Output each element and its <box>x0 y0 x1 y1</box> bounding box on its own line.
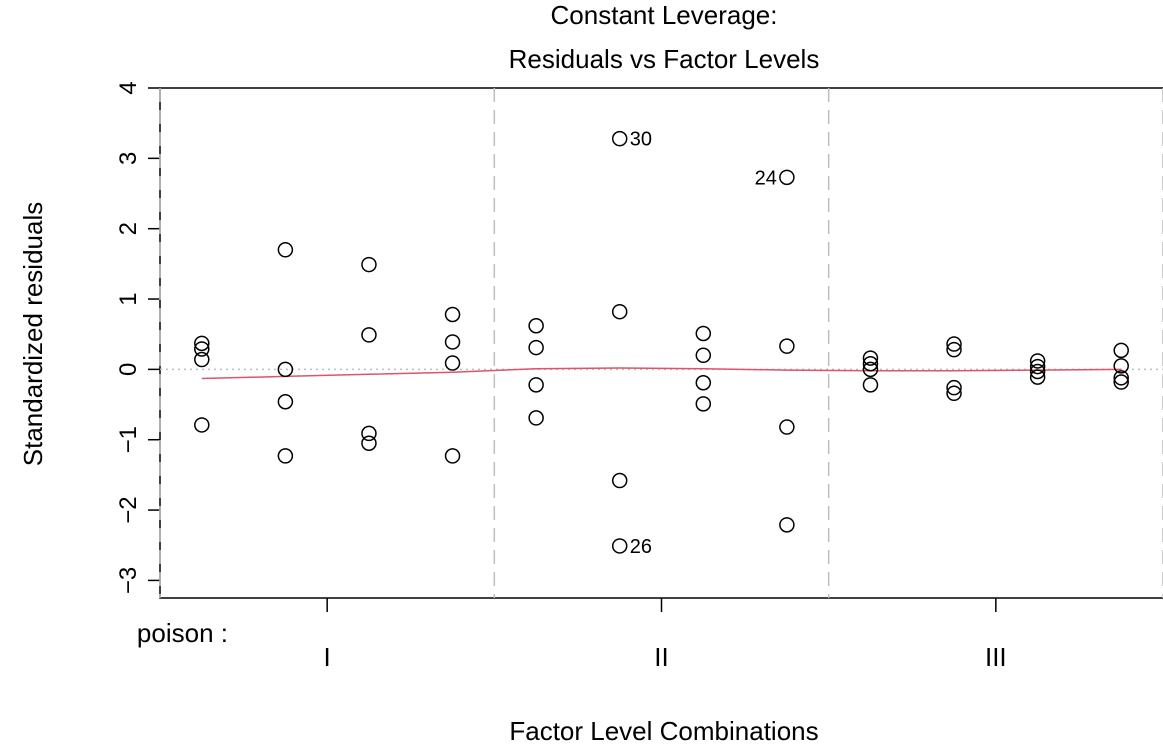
x-group-label: II <box>654 642 668 672</box>
factor-name-label: poison : <box>137 618 228 648</box>
data-point <box>779 338 795 354</box>
data-point <box>779 169 795 186</box>
data-point <box>1029 363 1046 380</box>
data-point <box>194 341 210 357</box>
data-point <box>277 393 294 410</box>
data-point <box>611 472 628 489</box>
data-point <box>695 347 712 364</box>
data-point <box>611 538 628 554</box>
point-label: 24 <box>755 167 777 189</box>
y-axis-label: Standardized residuals <box>18 202 48 467</box>
data-point <box>361 425 377 442</box>
data-point <box>695 325 712 342</box>
data-point <box>862 361 879 378</box>
data-point <box>444 334 461 350</box>
point-label: 30 <box>630 129 652 151</box>
data-point <box>779 419 795 435</box>
data-point <box>444 306 461 323</box>
data-point <box>779 517 795 533</box>
data-point <box>528 339 544 356</box>
chart-title-line-1: Constant Leverage: <box>551 0 778 30</box>
data-point <box>1113 374 1129 390</box>
data-point <box>194 351 210 368</box>
data-point <box>695 374 712 391</box>
y-tick-label: −3 <box>115 567 142 594</box>
data-point <box>277 361 294 378</box>
data-point <box>528 318 544 334</box>
y-tick-label: 4 <box>115 81 142 94</box>
chart-title-line-2: Residuals vs Factor Levels <box>509 44 820 74</box>
data-point <box>444 355 461 371</box>
data-point <box>1029 369 1046 385</box>
data-point <box>194 335 210 352</box>
data-point <box>194 417 210 433</box>
data-point <box>528 410 544 426</box>
data-point <box>862 350 879 366</box>
y-tick-label: −2 <box>115 496 142 523</box>
data-point <box>277 448 294 464</box>
point-label: 26 <box>630 536 652 558</box>
data-point <box>361 327 377 343</box>
y-tick-label: 3 <box>115 152 142 165</box>
data-point <box>946 379 962 396</box>
data-point <box>528 377 544 393</box>
smooth-trend-line <box>201 367 1122 380</box>
data-point <box>1029 358 1046 375</box>
y-tick-label: 0 <box>115 363 142 376</box>
data-point <box>862 356 879 372</box>
data-point <box>946 336 962 352</box>
data-point <box>611 130 628 147</box>
x-axis-label: Factor Level Combinations <box>509 716 818 746</box>
x-group-label: III <box>985 642 1007 672</box>
data-point <box>611 303 628 320</box>
data-point <box>946 385 962 402</box>
data-point <box>1029 353 1046 369</box>
y-tick-label: 2 <box>115 222 142 235</box>
y-tick-label: −1 <box>115 426 142 453</box>
data-point <box>1113 370 1129 386</box>
x-group-label: I <box>324 642 331 672</box>
data-point <box>946 341 962 358</box>
data-point <box>444 448 461 464</box>
data-point <box>1113 342 1129 359</box>
data-point <box>361 435 377 451</box>
data-point <box>695 396 712 412</box>
data-point <box>277 242 294 258</box>
data-point <box>1113 358 1129 374</box>
data-point <box>361 256 377 273</box>
plot-frame <box>159 87 1163 599</box>
y-tick-label: 1 <box>115 292 142 305</box>
data-point <box>862 377 879 393</box>
